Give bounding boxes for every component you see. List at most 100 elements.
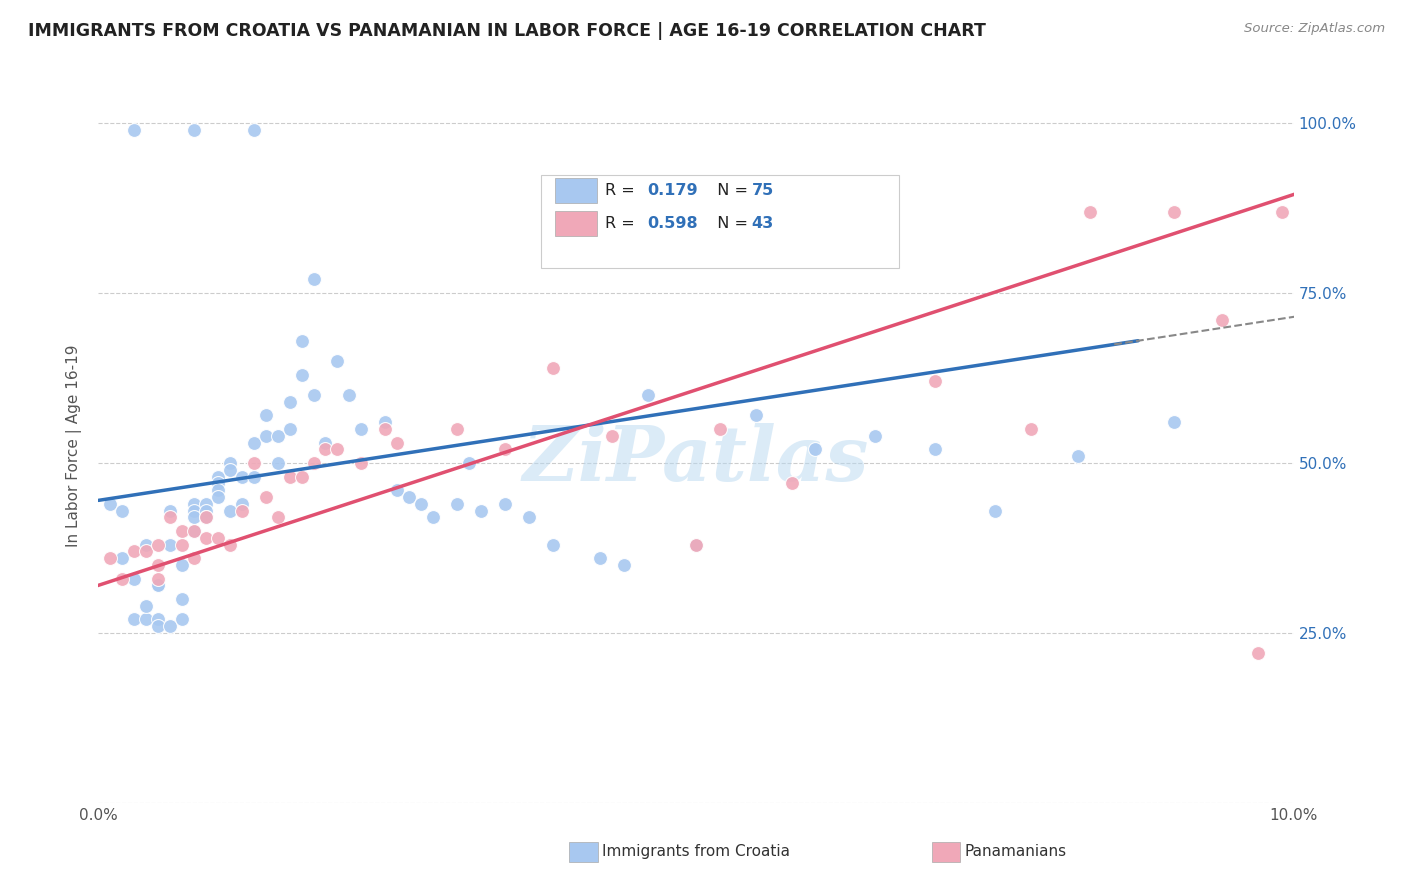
Point	[339, 388, 360, 402]
Point	[124, 544, 146, 558]
Point	[148, 619, 170, 633]
Point	[1271, 204, 1294, 219]
Point	[148, 578, 170, 592]
Point	[207, 476, 229, 491]
Point	[685, 537, 707, 551]
Point	[541, 537, 564, 551]
Point	[254, 490, 277, 504]
Point	[148, 572, 170, 586]
Point	[219, 463, 242, 477]
Point	[111, 572, 134, 586]
Point	[254, 429, 277, 443]
Point	[124, 612, 146, 626]
Point	[135, 537, 157, 551]
Point	[159, 537, 181, 551]
Point	[207, 469, 229, 483]
Point	[172, 524, 194, 538]
Point	[1247, 646, 1270, 660]
Point	[291, 334, 314, 348]
Text: R =: R =	[605, 184, 640, 198]
Point	[267, 429, 290, 443]
Point	[207, 531, 229, 545]
Point	[195, 510, 218, 524]
Point	[385, 435, 409, 450]
Point	[278, 422, 301, 436]
Point	[183, 497, 205, 511]
Point	[231, 469, 253, 483]
Text: Panamanians: Panamanians	[965, 845, 1067, 859]
Point	[470, 503, 492, 517]
Point	[267, 510, 290, 524]
Point	[195, 531, 218, 545]
Point	[385, 483, 409, 498]
Point	[183, 123, 205, 137]
Text: 75: 75	[751, 184, 773, 198]
Point	[278, 394, 301, 409]
Point	[100, 551, 122, 566]
Point	[267, 456, 290, 470]
Point	[183, 551, 205, 566]
Point	[350, 422, 373, 436]
Point	[195, 497, 218, 511]
Point	[446, 422, 468, 436]
Text: 43: 43	[751, 217, 773, 231]
Point	[135, 612, 157, 626]
Point	[195, 503, 218, 517]
Point	[183, 510, 205, 524]
Point	[411, 497, 433, 511]
Point	[172, 612, 194, 626]
Point	[494, 442, 516, 457]
Point	[1019, 422, 1042, 436]
Point	[326, 442, 349, 457]
Point	[984, 503, 1007, 517]
Point	[172, 591, 194, 606]
Point	[1163, 415, 1185, 429]
Point	[159, 503, 181, 517]
Point	[302, 388, 325, 402]
Point	[219, 456, 242, 470]
Point	[804, 442, 827, 457]
Text: 0.598: 0.598	[647, 217, 699, 231]
Point	[231, 503, 253, 517]
Point	[135, 544, 157, 558]
Point	[195, 510, 218, 524]
Point	[315, 435, 337, 450]
Text: 0.179: 0.179	[647, 184, 699, 198]
Point	[148, 558, 170, 572]
Point	[315, 442, 337, 457]
Point	[159, 510, 181, 524]
Point	[1067, 449, 1090, 463]
Point	[243, 435, 266, 450]
Text: IMMIGRANTS FROM CROATIA VS PANAMANIAN IN LABOR FORCE | AGE 16-19 CORRELATION CHA: IMMIGRANTS FROM CROATIA VS PANAMANIAN IN…	[28, 22, 986, 40]
Point	[398, 490, 420, 504]
Text: N =: N =	[706, 184, 752, 198]
Point	[446, 497, 468, 511]
Point	[278, 469, 301, 483]
Point	[780, 476, 803, 491]
Point	[111, 503, 134, 517]
Point	[1163, 204, 1185, 219]
Point	[374, 415, 396, 429]
Point	[219, 537, 242, 551]
Point	[183, 524, 205, 538]
Point	[207, 483, 229, 498]
Point	[291, 469, 314, 483]
Point	[111, 551, 134, 566]
Point	[302, 456, 325, 470]
Point	[637, 388, 659, 402]
Point	[291, 368, 314, 382]
Text: N =: N =	[706, 217, 752, 231]
Point	[685, 537, 707, 551]
Point	[1080, 204, 1102, 219]
Point	[1211, 313, 1233, 327]
Text: Source: ZipAtlas.com: Source: ZipAtlas.com	[1244, 22, 1385, 36]
Point	[589, 551, 612, 566]
Point	[183, 524, 205, 538]
Point	[231, 497, 253, 511]
Text: ZiPatlas: ZiPatlas	[523, 424, 869, 497]
Point	[243, 469, 266, 483]
Point	[135, 599, 157, 613]
Point	[124, 572, 146, 586]
Point	[302, 272, 325, 286]
Point	[207, 490, 229, 504]
